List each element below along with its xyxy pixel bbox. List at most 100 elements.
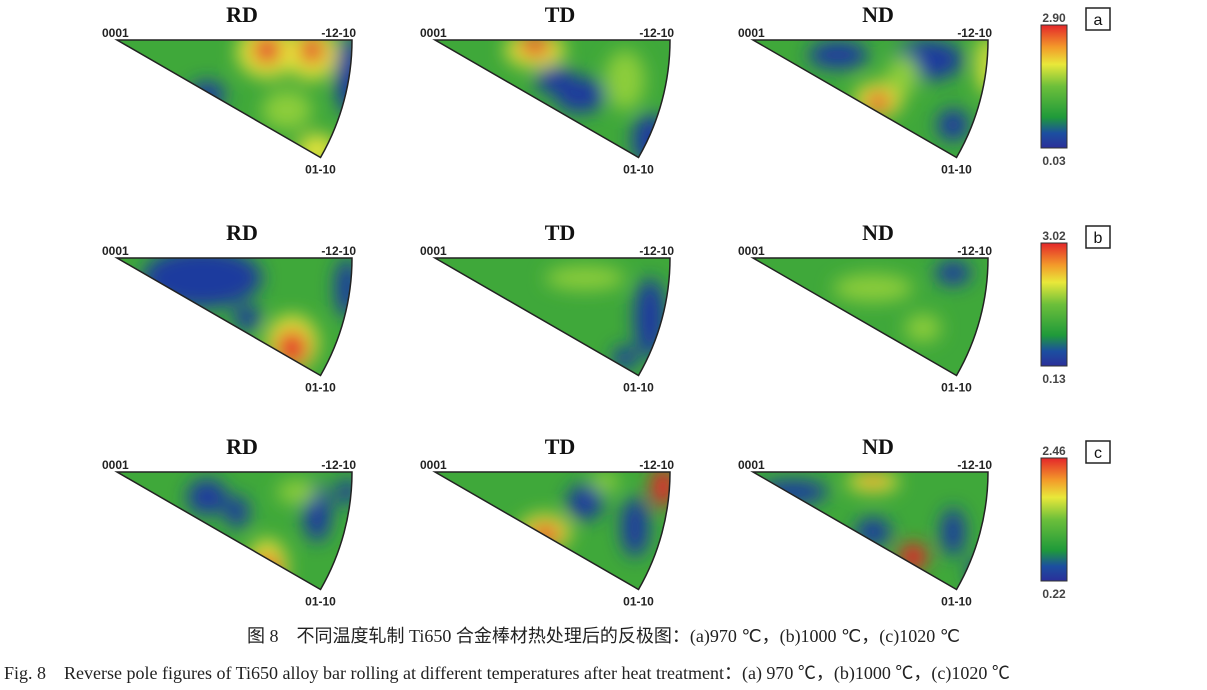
- row-label-box: [1085, 440, 1111, 464]
- intensity-blob: [899, 543, 927, 571]
- label-12-10: -12-10: [639, 458, 674, 472]
- sector-base: [435, 258, 670, 376]
- label-0001: 0001: [738, 458, 765, 472]
- pole-figure-b-td: TD 0001 -12-10 01-10: [420, 220, 674, 395]
- colorbar-gradient: [1040, 242, 1068, 367]
- sector-outline: [432, 471, 671, 591]
- label-12-10: -12-10: [957, 26, 992, 40]
- colorbar-gradient: [1040, 457, 1068, 582]
- pole-figure-c-rd: RD 0001 -12-10 01-10: [102, 434, 356, 609]
- sector-outline: [750, 39, 989, 159]
- intensity-blob: [833, 274, 913, 302]
- panel-title: RD: [226, 2, 258, 27]
- label-12-10: -12-10: [639, 26, 674, 40]
- intensity-blob: [253, 40, 281, 64]
- label-01-10: 01-10: [305, 163, 336, 177]
- label-12-10: -12-10: [957, 458, 992, 472]
- panel-title: TD: [545, 434, 576, 459]
- intensity-blob: [887, 55, 919, 95]
- sector-outline: [114, 471, 353, 591]
- colorbar-min: 0.13: [1042, 372, 1066, 386]
- intensity-blob: [651, 472, 670, 507]
- caption-chinese: 图 8 不同温度轧制 Ti650 合金棒材热处理后的反极图：(a)970 ℃，(…: [247, 626, 960, 646]
- pole-figure-b-rd: RD 0001 -12-10 01-10: [102, 220, 356, 395]
- intensity-blob: [335, 258, 352, 318]
- label-01-10: 01-10: [941, 381, 972, 395]
- intensity-blob: [941, 508, 965, 556]
- intensity-blob: [567, 484, 603, 520]
- reverse-pole-figure-grid: RD 0001 -12-10 01-10 TD 0001 -12-10 01-10 ND 0001…: [102, 2, 1111, 609]
- caption-english: Fig. 8 Reverse pole figures of Ti650 all…: [4, 663, 1010, 683]
- pole-figure-c-nd: ND 0001 -12-10 01-10: [738, 434, 992, 609]
- panel-title: ND: [862, 2, 894, 27]
- intensity-blob: [808, 41, 868, 69]
- intensity-blob: [634, 278, 666, 358]
- pole-figure-a-td: TD 0001 -12-10 01-10: [420, 2, 674, 177]
- label-0001: 0001: [102, 458, 129, 472]
- intensity-blob: [937, 109, 969, 141]
- sector-outline: [750, 257, 989, 377]
- pole-figure-a-rd: RD 0001 -12-10 01-10: [102, 2, 356, 177]
- colorbar-c: 2.46 0.22 c: [1040, 440, 1111, 601]
- row-label: c: [1094, 445, 1102, 462]
- intensity-blob: [935, 261, 971, 285]
- intensity-blob: [300, 40, 324, 64]
- label-01-10: 01-10: [941, 163, 972, 177]
- panel-title: TD: [545, 2, 576, 27]
- label-0001: 0001: [102, 244, 129, 258]
- row-label-box: [1085, 225, 1111, 249]
- intensity-blob: [613, 346, 637, 370]
- sector-outline: [114, 39, 353, 159]
- label-12-10: -12-10: [321, 458, 356, 472]
- intensity-blob: [187, 479, 227, 515]
- colorbar-max: 3.02: [1042, 229, 1066, 243]
- label-12-10: -12-10: [321, 244, 356, 258]
- intensity-blob: [905, 314, 941, 342]
- colorbar-a: 2.90 0.03 a: [1040, 7, 1111, 168]
- intensity-blob: [632, 114, 668, 158]
- intensity-blob: [605, 50, 645, 110]
- intensity-blob: [758, 480, 828, 504]
- intensity-blob: [968, 558, 988, 586]
- sector-base: [753, 258, 988, 376]
- colorbar-max: 2.46: [1042, 444, 1066, 458]
- label-0001: 0001: [102, 26, 129, 40]
- intensity-blob: [276, 330, 308, 366]
- panel-title: ND: [862, 220, 894, 245]
- label-12-10: -12-10: [957, 244, 992, 258]
- label-0001: 0001: [420, 458, 447, 472]
- row-label: b: [1094, 230, 1103, 247]
- intensity-blob: [529, 524, 561, 544]
- panel-title: TD: [545, 220, 576, 245]
- label-01-10: 01-10: [623, 381, 654, 395]
- label-01-10: 01-10: [623, 595, 654, 609]
- intensity-blob: [545, 266, 625, 290]
- intensity-blob: [297, 134, 337, 158]
- pole-figure-c-td: TD 0001 -12-10 01-10: [420, 434, 674, 609]
- intensity-blob: [519, 40, 551, 56]
- label-01-10: 01-10: [305, 595, 336, 609]
- label-0001: 0001: [738, 26, 765, 40]
- label-0001: 0001: [420, 26, 447, 40]
- sector-outline: [432, 257, 671, 377]
- intensity-blob: [859, 474, 887, 486]
- label-12-10: -12-10: [321, 26, 356, 40]
- pole-figure-b-nd: ND 0001 -12-10 01-10: [738, 220, 992, 395]
- panel-title: ND: [862, 434, 894, 459]
- sector-outline: [114, 257, 353, 377]
- intensity-blob: [866, 92, 890, 112]
- colorbar-b: 3.02 0.13 b: [1040, 225, 1111, 386]
- label-01-10: 01-10: [941, 595, 972, 609]
- intensity-blob: [142, 258, 262, 308]
- intensity-blob: [233, 306, 261, 330]
- intensity-blob: [535, 66, 575, 94]
- row-label-box: [1085, 7, 1111, 31]
- row-label: a: [1094, 12, 1103, 29]
- label-01-10: 01-10: [623, 163, 654, 177]
- sector-outline: [750, 471, 989, 591]
- panel-title: RD: [226, 434, 258, 459]
- intensity-blob: [225, 496, 249, 528]
- panel-title: RD: [226, 220, 258, 245]
- intensity-blob: [262, 90, 312, 130]
- intensity-blob: [337, 478, 352, 506]
